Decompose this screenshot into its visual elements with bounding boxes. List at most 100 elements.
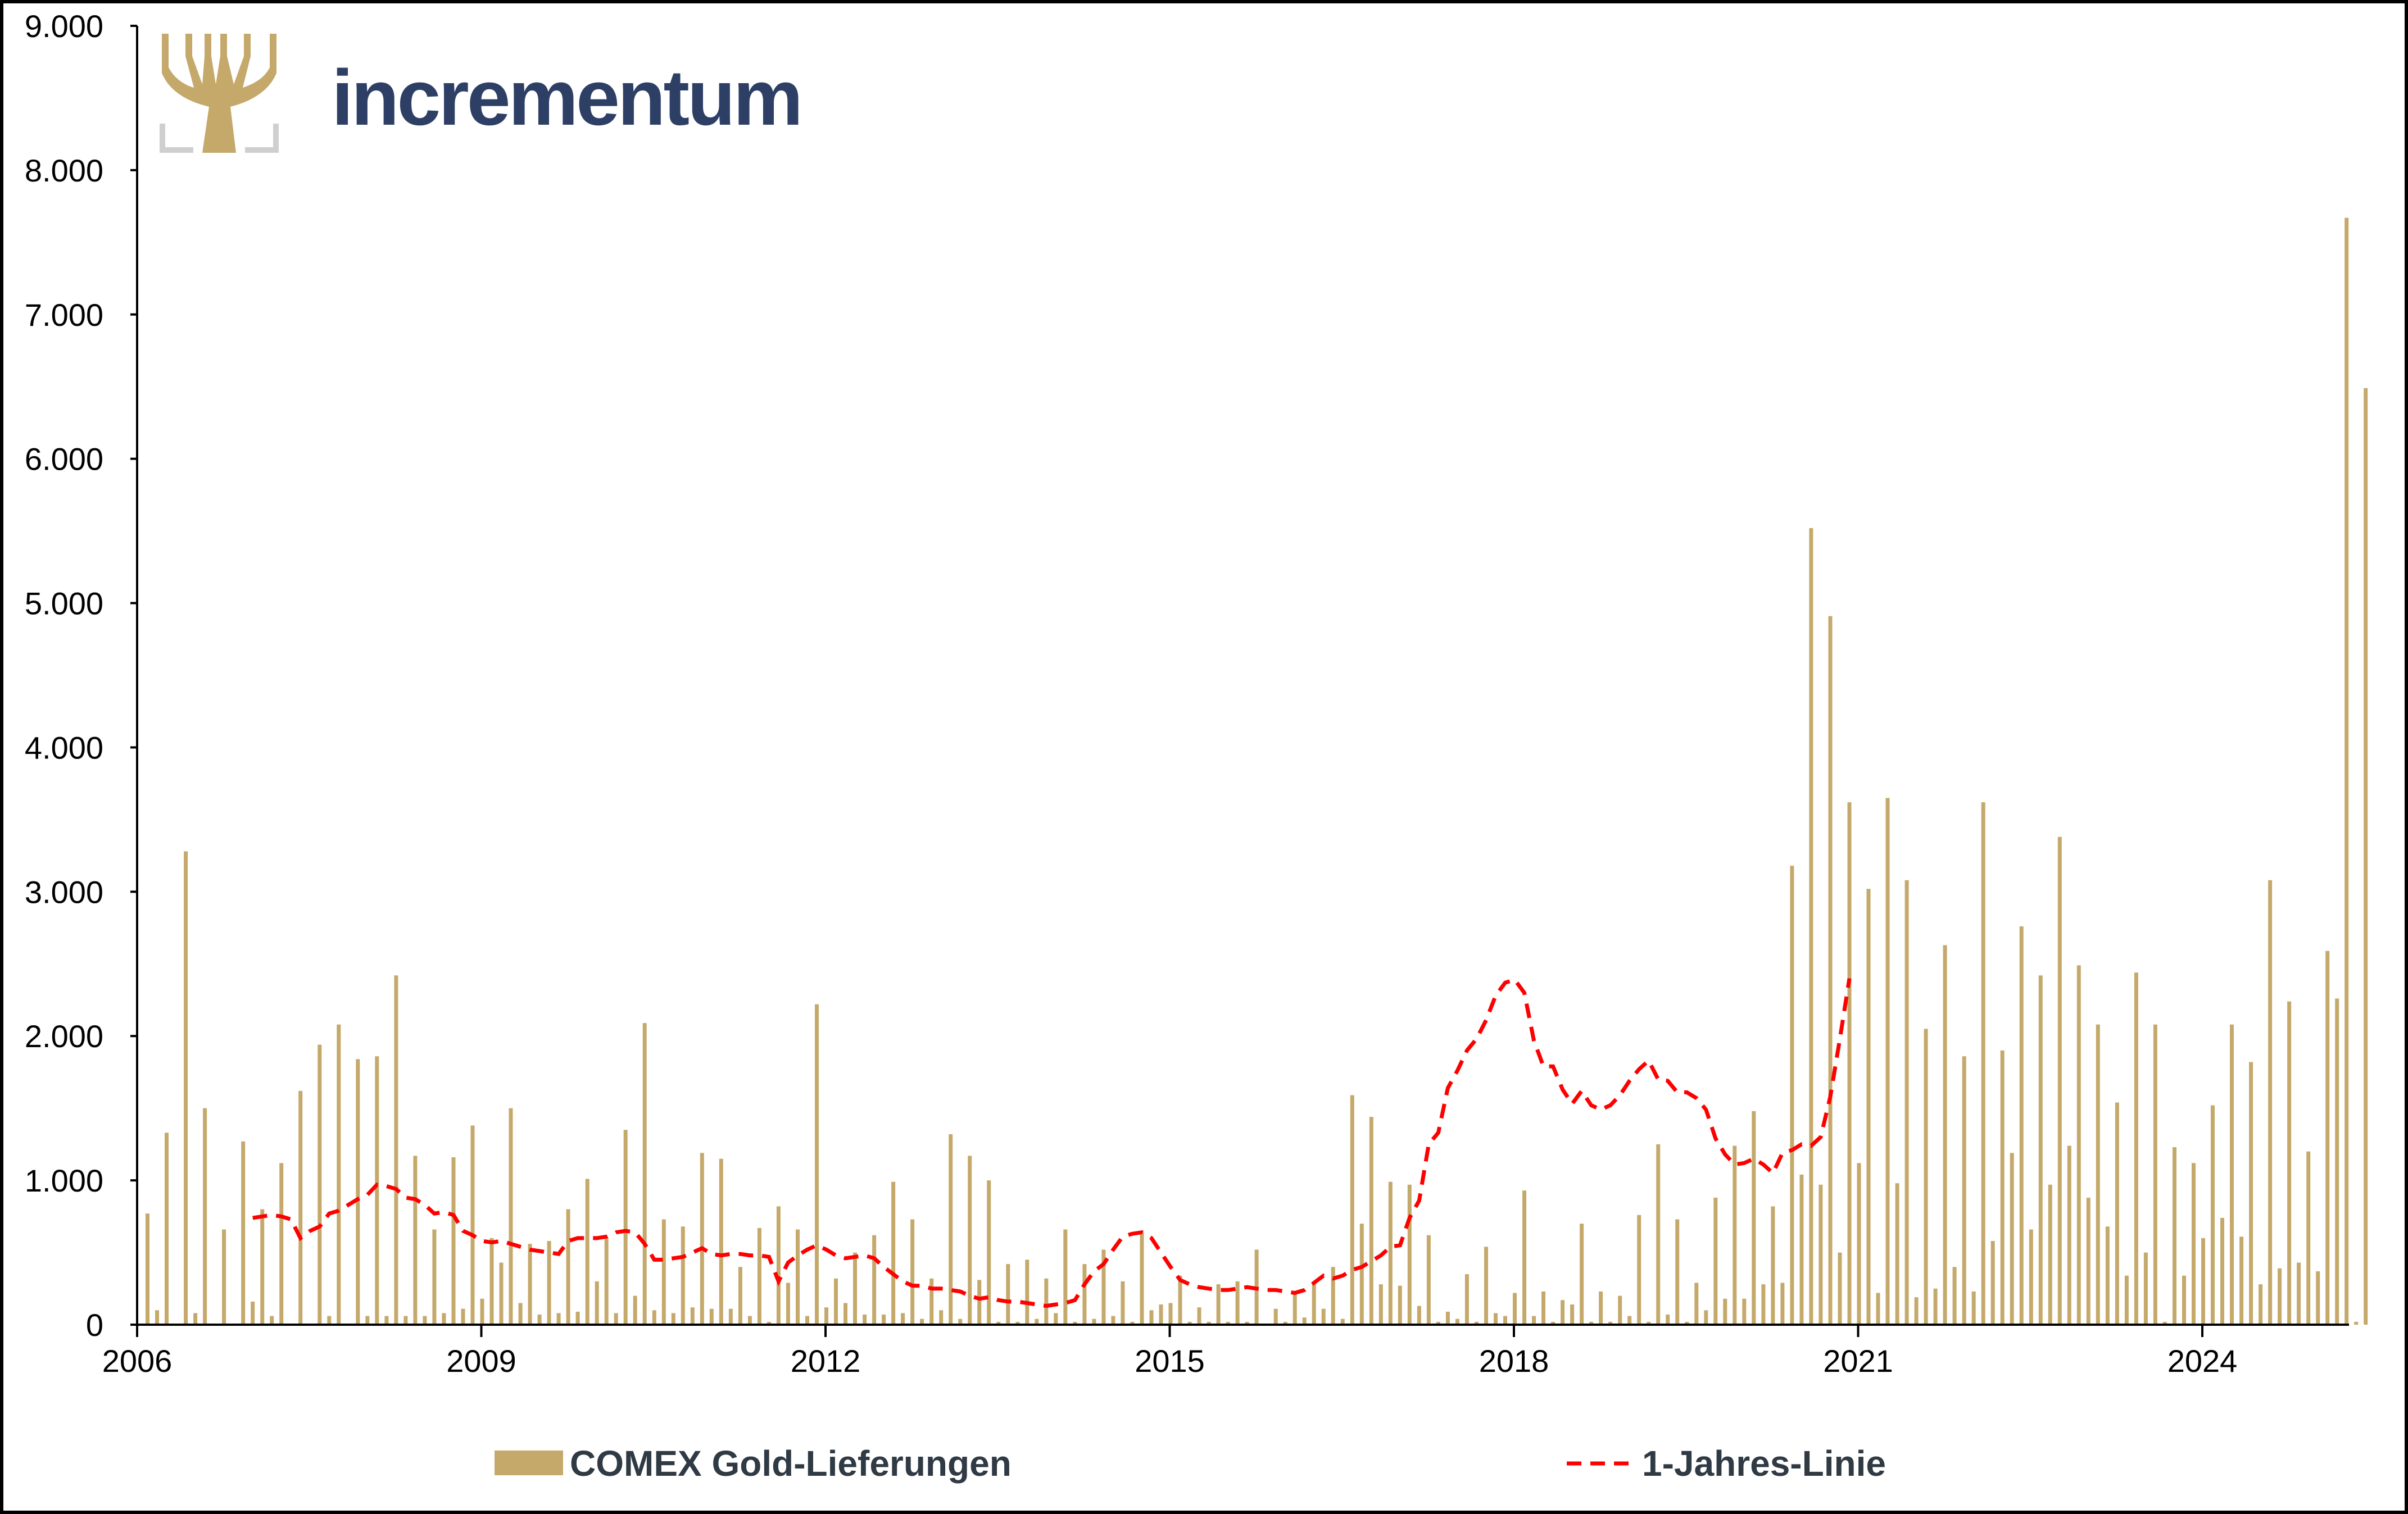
bar bbox=[1340, 1319, 1345, 1325]
bar bbox=[222, 1229, 226, 1325]
bar bbox=[2306, 1151, 2311, 1325]
bar bbox=[757, 1227, 761, 1325]
bar bbox=[1149, 1310, 1154, 1325]
bar bbox=[1924, 1029, 1928, 1325]
bar bbox=[2076, 965, 2081, 1325]
bar bbox=[270, 1316, 274, 1325]
bar bbox=[891, 1181, 896, 1325]
bar bbox=[1713, 1197, 1718, 1325]
bar bbox=[547, 1241, 551, 1325]
bar bbox=[1235, 1281, 1240, 1325]
bar bbox=[1675, 1219, 1680, 1325]
bar bbox=[1025, 1260, 1030, 1325]
bar bbox=[767, 1321, 771, 1325]
bar bbox=[2143, 1252, 2148, 1325]
bar bbox=[1484, 1247, 1488, 1325]
bar bbox=[844, 1303, 847, 1325]
bar bbox=[1283, 1321, 1287, 1325]
bar bbox=[824, 1307, 828, 1325]
bar bbox=[1417, 1306, 1421, 1325]
x-tick-label: 2021 bbox=[1823, 1343, 1893, 1379]
bar bbox=[2268, 880, 2273, 1325]
bar bbox=[1207, 1321, 1211, 1325]
bar bbox=[949, 1134, 953, 1325]
bar bbox=[1312, 1283, 1316, 1325]
y-tick-label: 7.000 bbox=[25, 297, 103, 333]
bar bbox=[413, 1156, 418, 1325]
bar bbox=[709, 1308, 714, 1325]
bar bbox=[1914, 1297, 1919, 1325]
bar bbox=[537, 1315, 542, 1325]
y-tick-label: 2.000 bbox=[25, 1019, 103, 1054]
bar bbox=[556, 1313, 561, 1325]
bar bbox=[1464, 1274, 1469, 1325]
bar bbox=[2192, 1163, 2196, 1325]
bar bbox=[2259, 1284, 2263, 1325]
bar bbox=[1608, 1321, 1613, 1325]
bar bbox=[394, 975, 398, 1325]
bar bbox=[1015, 1321, 1020, 1325]
bar bbox=[1809, 528, 1813, 1325]
bar bbox=[1111, 1316, 1115, 1325]
bar bbox=[480, 1298, 484, 1325]
bar bbox=[987, 1180, 991, 1325]
bar bbox=[1359, 1224, 1364, 1325]
bar bbox=[1321, 1308, 1326, 1325]
bar bbox=[2344, 217, 2349, 1325]
bar bbox=[623, 1130, 628, 1325]
bar bbox=[1187, 1321, 1192, 1325]
bar bbox=[1627, 1316, 1632, 1325]
bar bbox=[786, 1283, 790, 1325]
y-tick-label: 6.000 bbox=[25, 442, 103, 477]
bar bbox=[365, 1316, 370, 1325]
bar bbox=[1455, 1319, 1459, 1325]
bar bbox=[1895, 1183, 1899, 1325]
bar bbox=[595, 1281, 599, 1325]
legend-label-bars: COMEX Gold-Lieferungen bbox=[570, 1443, 1012, 1484]
bar bbox=[1838, 1252, 1842, 1325]
bar bbox=[882, 1315, 886, 1325]
y-tick-label: 1.000 bbox=[25, 1163, 103, 1198]
bar bbox=[2211, 1105, 2215, 1325]
bar bbox=[1494, 1313, 1498, 1325]
bar bbox=[2067, 1145, 2071, 1325]
bar bbox=[1159, 1304, 1163, 1325]
bar bbox=[1694, 1283, 1699, 1325]
bar bbox=[2230, 1024, 2234, 1325]
bar bbox=[337, 1024, 341, 1325]
bar bbox=[2297, 1262, 2301, 1325]
bar bbox=[1474, 1321, 1479, 1325]
bar bbox=[432, 1229, 437, 1325]
bar bbox=[403, 1316, 408, 1325]
bar bbox=[1503, 1316, 1507, 1325]
legend-label-line: 1-Jahres-Linie bbox=[1642, 1443, 1886, 1484]
bar bbox=[834, 1278, 838, 1325]
x-tick-label: 2012 bbox=[791, 1343, 861, 1379]
bar bbox=[805, 1316, 809, 1325]
bar bbox=[1570, 1304, 1575, 1325]
bar bbox=[1541, 1291, 1545, 1325]
bar bbox=[1723, 1298, 1727, 1325]
bar bbox=[1561, 1300, 1565, 1325]
bar bbox=[652, 1310, 656, 1325]
bar bbox=[1054, 1313, 1058, 1325]
bar bbox=[815, 1004, 819, 1325]
bar bbox=[2354, 1321, 2359, 1325]
bar bbox=[671, 1313, 675, 1325]
bar bbox=[2000, 1050, 2005, 1325]
x-tick-label: 2006 bbox=[102, 1343, 173, 1379]
bar bbox=[193, 1313, 198, 1325]
bar bbox=[1293, 1291, 1297, 1325]
bar bbox=[1121, 1281, 1125, 1325]
bar bbox=[958, 1319, 963, 1325]
bar bbox=[2278, 1268, 2282, 1325]
bar bbox=[1933, 1288, 1938, 1325]
bar bbox=[1618, 1295, 1622, 1325]
bar bbox=[1082, 1264, 1087, 1325]
y-tick-label: 0 bbox=[86, 1307, 103, 1343]
bar bbox=[1971, 1291, 1976, 1325]
bar bbox=[575, 1311, 580, 1325]
bar bbox=[747, 1316, 752, 1325]
